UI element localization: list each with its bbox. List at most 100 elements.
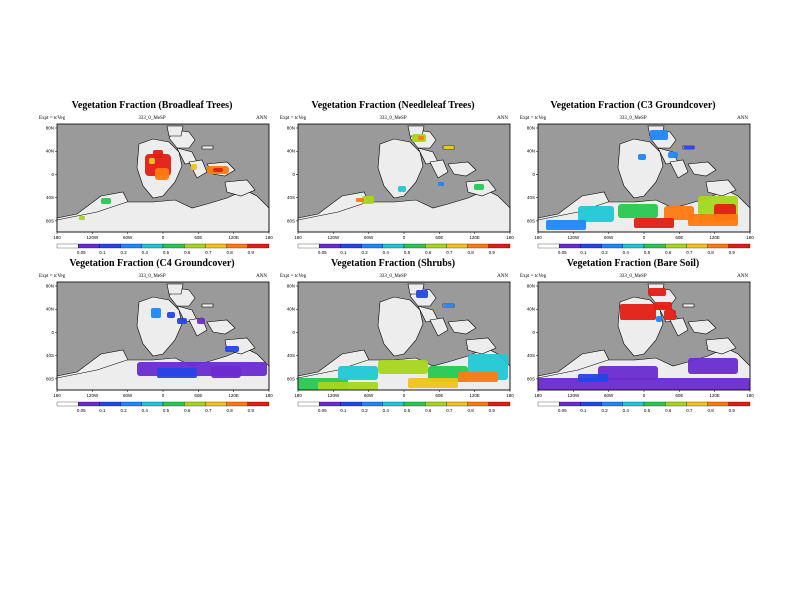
period-label: ANN (497, 274, 508, 279)
x-tick-label: 180 (534, 393, 542, 398)
y-tick-label: 80S (527, 376, 535, 381)
colorbar-swatch (622, 243, 645, 249)
colorbar-swatch (361, 243, 383, 249)
colorbar-swatch (205, 243, 227, 249)
x-tick-label: 60W (604, 393, 614, 398)
vegetation-cell (650, 130, 668, 140)
colorbar-label: 0.4 (623, 250, 630, 255)
y-tick-label: 40S (46, 195, 54, 200)
colorbar-label: 0.6 (425, 250, 432, 255)
map-panel-shrubs: Vegetation Fraction (Shrubs) Expt = tcVeg… (278, 258, 514, 418)
colorbar-swatch (205, 401, 227, 407)
vegetation-cell (149, 158, 155, 164)
colorbar-swatch (120, 243, 142, 249)
colorbar-swatch (425, 401, 447, 407)
colorbar-swatch (537, 243, 560, 249)
panel-title: Vegetation Fraction (Bare Soil) (566, 258, 700, 269)
vegetation-cell (688, 358, 738, 374)
colorbar-label: 0.9 (489, 408, 496, 413)
colorbar-label: 0.1 (580, 408, 587, 413)
colorbar-label: 0.05 (318, 250, 327, 255)
vegetation-cell (167, 312, 175, 318)
y-tick-label: 80N (46, 126, 54, 131)
colorbar-swatch (622, 401, 645, 407)
land-seasia (687, 319, 717, 335)
vegetation-cell (664, 310, 676, 320)
land-aus (705, 179, 737, 197)
vegetation-cell (408, 378, 458, 388)
experiment-label: Expt = tcVeg (520, 274, 547, 279)
y-tick-label: 40S (527, 195, 535, 200)
vegetation-cell (458, 372, 498, 382)
colorbar-label: 0.4 (142, 250, 149, 255)
x-tick-label: 0 (162, 393, 165, 398)
colorbar-swatch (78, 401, 100, 407)
panel-title: Vegetation Fraction (C3 Groundcover) (550, 100, 716, 111)
colorbar-swatch (728, 243, 751, 249)
vegetation-cell (197, 318, 205, 324)
colorbar-swatch (56, 401, 79, 407)
x-tick-label: 60E (675, 393, 683, 398)
y-tick-label: 40N (46, 307, 54, 312)
land-seasia (687, 161, 717, 177)
x-tick-label: 60W (123, 235, 133, 240)
colorbar-label: 0.7 (446, 408, 453, 413)
land-india (429, 159, 449, 179)
x-tick-label: 120W (327, 235, 340, 240)
colorbar-label: 0.9 (248, 250, 255, 255)
vegetation-cell (444, 146, 454, 149)
y-tick-label: 80S (287, 218, 295, 223)
map-plot: 180 120W 60W 0 60E 120E 180 80N 40N 0 40S 80S 0.05 0.… (46, 123, 273, 255)
land-greenl (166, 125, 184, 137)
vegetation-cell (157, 368, 197, 378)
colorbar-swatch (184, 401, 206, 407)
colorbar-swatch (580, 243, 602, 249)
colorbar-swatch (403, 401, 426, 407)
land-africa (377, 138, 424, 199)
y-tick-label: 40N (46, 149, 54, 154)
colorbar-label: 0.2 (120, 250, 127, 255)
map-panel-c4-groundcover: Vegetation Fraction (C4 Groundcover) Expt… (37, 258, 273, 418)
vegetation-cell (688, 214, 738, 226)
vegetation-cell (620, 304, 656, 320)
land-aus (465, 337, 497, 355)
vegetation-cell (101, 198, 111, 204)
colorbar-label: 0.1 (340, 250, 347, 255)
y-tick-label: 80S (46, 376, 54, 381)
vegetation-cell (444, 304, 454, 307)
colorbar-swatch (247, 243, 270, 249)
x-tick-label: 120W (567, 393, 580, 398)
land-aus (705, 337, 737, 355)
x-tick-label: 60E (435, 393, 443, 398)
colorbar-label: 0.2 (361, 250, 368, 255)
vegetation-cell (177, 318, 187, 324)
x-tick-label: 0 (643, 393, 646, 398)
vegetation-cell (153, 150, 163, 158)
colorbar-swatch (297, 401, 320, 407)
colorbar-swatch (403, 243, 426, 249)
vegetation-cell (338, 366, 378, 380)
period-label: ANN (737, 274, 748, 279)
run-label: 333_0_MeSP (619, 116, 647, 121)
x-tick-label: 180 (294, 393, 302, 398)
colorbar-label: 0.6 (184, 250, 191, 255)
vegetation-cell (634, 218, 674, 228)
colorbar-label: 0.5 (404, 408, 411, 413)
colorbar-label: 0.7 (205, 408, 212, 413)
colorbar-swatch (319, 243, 341, 249)
colorbar-swatch (297, 243, 320, 249)
x-tick-label: 60E (194, 235, 202, 240)
x-tick-label: 120E (469, 235, 480, 240)
colorbar-swatch (643, 243, 666, 249)
colorbar-label: 0.7 (446, 250, 453, 255)
colorbar-swatch (141, 243, 164, 249)
x-tick-label: 120E (709, 235, 720, 240)
vegetation-cell (618, 204, 658, 218)
colorbar-label: 0.05 (77, 408, 86, 413)
colorbar-label: 0.5 (163, 250, 170, 255)
panel-title: Vegetation Fraction (Shrubs) (330, 258, 456, 269)
period-label: ANN (497, 116, 508, 121)
colorbar-label: 0.6 (665, 408, 672, 413)
vegetation-cell (684, 146, 694, 149)
colorbar-swatch (247, 401, 270, 407)
